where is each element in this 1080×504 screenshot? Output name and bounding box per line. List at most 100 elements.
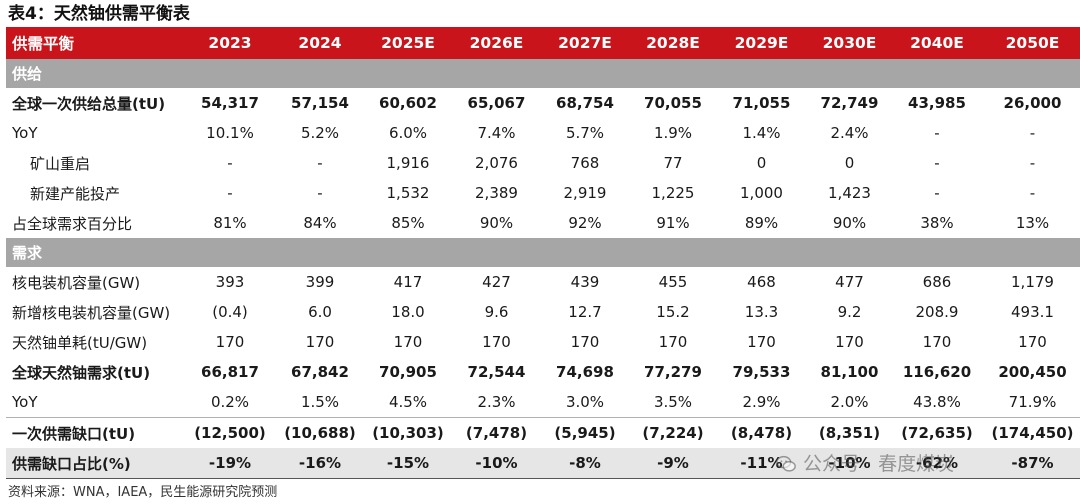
table-row: 占全球需求百分比 81% 84% 85% 90% 92% 91% 89% 90%… [6,208,1080,238]
cell: 12.7 [568,303,602,321]
cell: - [934,184,940,202]
cell: -87% [981,448,1080,479]
cell: 468 [747,273,776,291]
year-header: 2029E [717,27,806,59]
cell: 393 [215,273,245,291]
cell: 43,985 [908,94,966,112]
cell: (5,945) [541,417,629,448]
cell: 5.7% [565,124,605,142]
cell: 65,067 [467,94,526,112]
cell: 0.2% [210,393,250,411]
cell: 2.4% [830,124,869,142]
cell: - [227,184,233,202]
cell: 0 [844,154,855,172]
table-row: 新建产能投产 - - 1,532 2,389 2,919 1,225 1,000… [6,178,1080,208]
year-header: 2040E [893,27,981,59]
cell: 18.0 [391,303,425,321]
cell: - [227,154,233,172]
cell: 7.4% [477,124,516,142]
cell: 38% [920,214,954,232]
cell: 1,179 [1011,273,1054,291]
cell: 15.2 [656,303,690,321]
cell: 170 [835,333,864,351]
cell: 5.2% [300,124,340,142]
cell: 90% [479,214,514,232]
cell: 10.1% [206,124,254,142]
cell: 1,916 [386,154,430,172]
cell: 67,842 [291,363,349,381]
section-row-supply: 供给 [6,59,1080,88]
cell: 2,389 [475,184,518,202]
cell: 1.9% [653,124,693,142]
cell: - [1029,124,1036,142]
cell: 92% [568,214,602,232]
cell: 200,450 [998,363,1067,381]
cell: 2.0% [830,393,869,411]
year-header: 2050E [981,27,1080,59]
table-row: 矿山重启 - - 1,916 2,076 768 77 0 0 - - [6,148,1080,178]
section-row-demand: 需求 [6,238,1080,267]
row-label: 核电装机容量(GW) [12,273,141,292]
cell: 6.0% [388,124,428,142]
cell: -10% [452,448,541,479]
row-label: 全球天然铀需求(tU) [12,363,151,382]
cell: 79,533 [732,363,791,381]
cell: 455 [658,273,688,291]
cell: - [1029,184,1036,202]
cell: 71,055 [732,94,791,112]
cell: - [934,154,940,172]
row-label: 供需缺口占比(%) [6,448,184,479]
cell: - [934,124,940,142]
cell: 170 [570,333,600,351]
row-label: 一次供需缺口(tU) [6,417,184,448]
year-header: 2024 [276,27,364,59]
year-header: 2027E [541,27,629,59]
year-header: 2028E [629,27,717,59]
cell: 91% [656,214,690,232]
cell: (8,478) [717,417,806,448]
header-label: 供需平衡 [6,27,184,59]
source-note: 资料来源：WNA，IAEA，民生能源研究院预测 [8,485,278,500]
cell: 13% [1015,214,1050,232]
year-header: 2026E [452,27,541,59]
cell: (7,224) [629,417,717,448]
cell: 9.6 [484,303,509,321]
cell: 72,749 [820,94,879,112]
cell: 399 [305,273,335,291]
cell: 1,532 [386,184,430,202]
cell: - [1029,154,1036,172]
cell: 2,919 [563,184,607,202]
table-row: 全球一次供给总量(tU) 54,317 57,154 60,602 65,067… [6,88,1080,118]
cell: (10,688) [276,417,364,448]
cell: 81% [213,214,247,232]
cell: 85% [391,214,425,232]
cell: 3.0% [565,393,605,411]
cell: 170 [922,333,952,351]
cell: 2.9% [742,393,781,411]
cell: 477 [835,273,864,291]
cell: 57,154 [291,94,349,112]
cell: 686 [922,273,952,291]
cell: 0 [756,154,767,172]
table-row: 一次供需缺口(tU) (12,500) (10,688) (10,303) (7… [6,417,1080,448]
cell: 84% [303,214,337,232]
cell: (72,635) [893,417,981,448]
year-header: 2023 [184,27,276,59]
cell: -62% [893,448,981,479]
cell: 208.9 [915,303,959,321]
section-label: 需求 [6,238,1080,267]
row-label: 新增核电装机容量(GW) [12,303,171,322]
cell: 81,100 [820,363,879,381]
cell: -16% [276,448,364,479]
cell: 4.5% [388,393,428,411]
table-row: 核电装机容量(GW) 393 399 417 427 439 455 468 4… [6,267,1080,297]
cell: - [317,154,323,172]
table-row: 供需缺口占比(%) -19% -16% -15% -10% -8% -9% -1… [6,448,1080,479]
row-label: 矿山重启 [30,154,91,173]
cell: (0.4) [212,303,248,321]
cell: 9.2 [837,303,862,321]
cell: 439 [570,273,600,291]
cell: 170 [658,333,688,351]
cell: 77 [663,154,683,172]
cell: 170 [747,333,776,351]
